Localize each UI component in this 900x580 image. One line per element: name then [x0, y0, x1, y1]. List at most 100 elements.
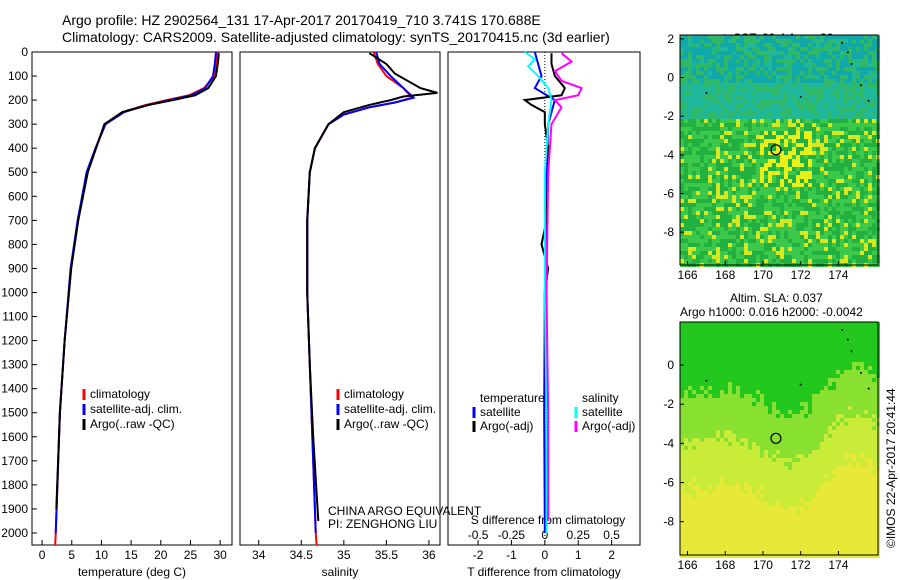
legend-label: satellite-adj. clim.	[344, 402, 436, 416]
map-y-tick-label: -8	[663, 225, 674, 239]
s-diff-tick-label: 0.25	[567, 528, 591, 542]
y-tick-label: 400	[8, 141, 28, 155]
x-tick-label: 34.5	[290, 548, 314, 562]
x-tick-label: 1	[575, 548, 582, 562]
x-tick-label: 0	[39, 548, 46, 562]
x-axis-label: T difference from climatology	[467, 565, 621, 579]
map-y-tick-label: 0	[667, 71, 674, 85]
x-tick-label: 34	[252, 548, 266, 562]
legend-label: climatology	[90, 387, 150, 401]
x-tick-label: 15	[124, 548, 138, 562]
map-frame	[679, 321, 879, 556]
legend-title: temperature	[480, 391, 545, 405]
map-x-tick-label: 172	[791, 268, 811, 282]
map-x-tick-label: 170	[753, 268, 773, 282]
island-dot	[860, 371, 863, 374]
sla-map-title-line2: Argo h1000: 0.016 h2000: -0.0042	[680, 305, 863, 319]
legend-label: Argo(-adj)	[480, 419, 533, 433]
y-tick-label: 2000	[1, 526, 28, 540]
x-tick-label: 0	[541, 548, 548, 562]
map-x-tick-label: 174	[828, 268, 848, 282]
y-tick-label: 1200	[1, 334, 28, 348]
x-tick-label: 5	[68, 548, 75, 562]
y-tick-label: 0	[21, 45, 28, 59]
island-dot	[705, 91, 708, 94]
map-y-tick-label: 0	[667, 358, 674, 372]
island-dot	[846, 51, 849, 54]
y-tick-label: 1700	[1, 454, 28, 468]
x-tick-label: 30	[213, 548, 227, 562]
legend-label: satellite-adj. clim.	[90, 402, 182, 416]
x-tick-label: 2	[608, 548, 615, 562]
x-axis-label: salinity	[322, 565, 359, 579]
map-y-tick-label: -6	[663, 476, 674, 490]
island-dot	[846, 338, 849, 341]
map-x-tick-label: 166	[678, 268, 698, 282]
map-x-tick-label: 170	[753, 558, 773, 572]
y-tick-label: 800	[8, 237, 28, 251]
island-dot	[850, 350, 853, 353]
y-tick-label: 900	[8, 261, 28, 275]
s-diff-tick-label: -0.25	[498, 528, 526, 542]
map-x-tick-label: 168	[715, 558, 735, 572]
map-x-tick-label: 172	[791, 558, 811, 572]
y-tick-label: 100	[8, 69, 28, 83]
y-tick-label: 1100	[2, 310, 28, 324]
island-dot	[867, 387, 870, 390]
y-tick-label: 500	[8, 165, 28, 179]
s-diff-tick-label: -0.5	[468, 528, 489, 542]
legend-label: Argo(-adj)	[582, 419, 635, 433]
annotation-line1: CHINA ARGO EQUIVALENT	[328, 504, 482, 518]
island-dot	[867, 99, 870, 102]
y-tick-label: 1400	[1, 382, 28, 396]
map-2-grid	[680, 322, 880, 558]
island-dot	[850, 62, 853, 65]
y-tick-label: 200	[8, 93, 28, 107]
y-tick-label: 1600	[1, 430, 28, 444]
y-tick-label: 300	[8, 117, 28, 131]
map-y-tick-label: -4	[663, 148, 674, 162]
series-line-argo-raw-qc-	[55, 53, 220, 509]
map-1-grid	[680, 35, 880, 267]
map-frame	[679, 34, 879, 266]
island-dot	[799, 95, 802, 98]
x-tick-label: 35	[337, 548, 351, 562]
island-dot	[799, 383, 802, 386]
island-dot	[841, 41, 844, 44]
map-x-tick-label: 174	[828, 558, 848, 572]
legend-label: satellite	[480, 405, 521, 419]
x-tick-label: -2	[473, 548, 484, 562]
y-tick-label: 1900	[1, 502, 28, 516]
map-y-tick-label: -2	[663, 397, 674, 411]
map-y-tick-label: -8	[663, 515, 674, 529]
y-tick-label: 600	[8, 189, 28, 203]
x-tick-label: 20	[154, 548, 168, 562]
annotation-line2: PI: ZENGHONG LIU	[328, 517, 438, 531]
x-tick-label: -1	[506, 548, 517, 562]
map-y-tick-label: 2	[667, 32, 674, 46]
map-x-tick-label: 166	[678, 558, 698, 572]
profile-panel-1-frame	[31, 51, 233, 546]
argo-float-marker	[770, 144, 782, 156]
map-y-tick-label: -2	[663, 109, 674, 123]
y-tick-label: 700	[8, 213, 28, 227]
argo-float-marker	[770, 432, 782, 444]
s-diff-tick-label: 0.5	[603, 528, 620, 542]
island-dot	[705, 379, 708, 382]
x-tick-label: 36	[422, 548, 436, 562]
map-y-tick-label: -4	[663, 436, 674, 450]
y-tick-label: 1500	[1, 406, 28, 420]
series-line-salinity-satellite	[524, 51, 553, 533]
map-x-tick-label: 168	[715, 268, 735, 282]
x-axis-label: temperature (deg C)	[78, 565, 186, 579]
legend-label: Argo(..raw -QC)	[344, 417, 429, 431]
figure-title-line2: Climatology: CARS2009. Satellite-adjuste…	[62, 29, 610, 45]
sla-map-title-line1: Altim. SLA: 0.037	[730, 291, 823, 305]
figure-title-line1: Argo profile: HZ 2902564_131 17-Apr-2017…	[62, 12, 541, 28]
x-tick-label: 25	[184, 548, 198, 562]
island-dot	[860, 84, 863, 87]
x-tick-label: 35.5	[375, 548, 399, 562]
series-line-argo-raw-qc-	[306, 52, 438, 522]
x-tick-label: 10	[95, 548, 109, 562]
